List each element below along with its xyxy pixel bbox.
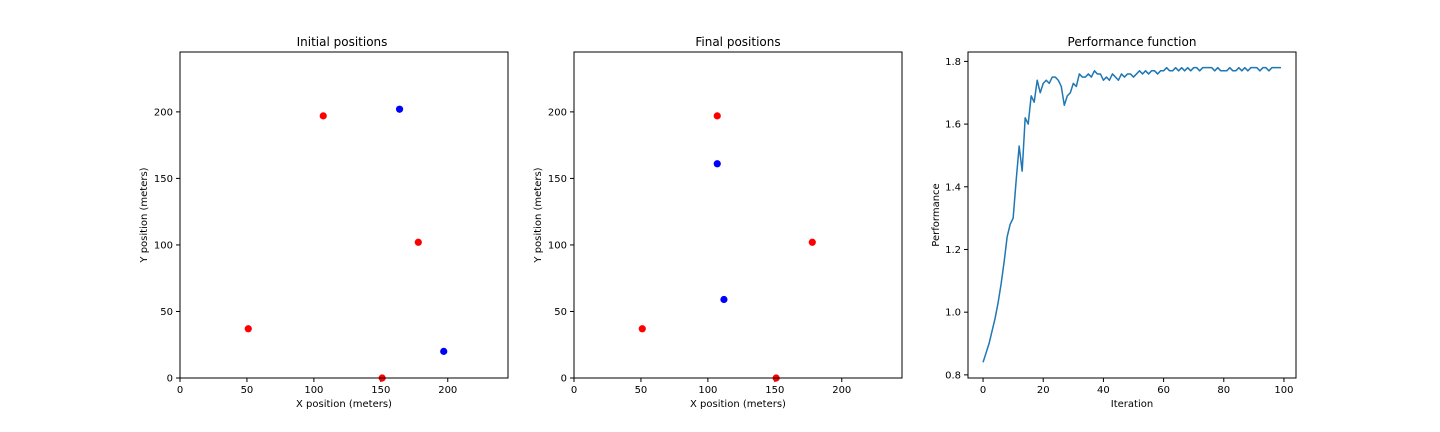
panel-3-y-tick-label: 0.8 (945, 370, 961, 381)
panel-2-point-series-1 (808, 238, 816, 246)
panel-2-x-tick-label: 200 (832, 385, 851, 396)
panel-1-point-series-1 (319, 112, 327, 120)
panel-3-title: Performance function (1068, 35, 1197, 49)
panel-2-axes-frame (573, 51, 903, 379)
panel-1-y-tick-label: 0 (167, 374, 173, 385)
panel-1-point-series-2 (395, 105, 404, 113)
panel-2-point-series-2 (720, 295, 728, 304)
panel-3-x-tick-label: 0 (980, 385, 986, 396)
panel-initial-positions: Initial positions 0 50 100 150 200 0 50 100 150 2… (139, 35, 509, 410)
panel-2-x-tick-label: 150 (765, 385, 784, 396)
panel-1-y-tick-label: 150 (154, 174, 173, 185)
panel-2-y-tick-label: 200 (548, 107, 567, 118)
panel-3-x-tick-label: 20 (1037, 385, 1050, 396)
panel-1-plot-area: 0 50 100 150 200 0 50 100 150 200 (154, 105, 457, 396)
panel-1-y-tick-label: 50 (160, 307, 173, 318)
panel-performance-function: Performance function 0 20 40 60 80 100 0.8 1.0 1… (931, 35, 1297, 410)
panel-3-y-tick-label: 1.6 (945, 120, 961, 131)
panel-3-x-axis-label: Iteration (1111, 399, 1153, 410)
panel-2-x-tick-label: 50 (635, 385, 648, 396)
panel-1-x-tick-label: 50 (241, 385, 254, 396)
panel-1-y-tick-label: 100 (154, 240, 173, 251)
panel-2-y-tick-label: 100 (548, 240, 567, 251)
panel-2-title: Final positions (695, 35, 780, 49)
panel-1-x-tick-label: 0 (177, 385, 183, 396)
panel-2-plot-area: 0 50 100 150 200 0 50 100 150 200 (548, 107, 851, 396)
panel-1-point-series-2 (440, 347, 448, 355)
panel-1-x-tick-label: 100 (304, 385, 323, 396)
panel-3-y-tick-label: 1.4 (945, 182, 961, 193)
panel-3-axes-frame (967, 51, 1297, 379)
panel-3-y-tick-label: 1.0 (945, 308, 961, 319)
panel-1-x-axis-label: X position (meters) (296, 399, 392, 410)
panel-3-x-tick-label: 40 (1097, 385, 1110, 396)
panel-2-x-axis-label: X position (meters) (690, 399, 786, 410)
panel-final-positions: Final positions 0 50 100 150 200 0 50 100 150 200… (533, 35, 903, 410)
panel-3-y-tick-label: 1.8 (945, 57, 961, 68)
panel-3-y-tick-label: 1.2 (945, 245, 961, 256)
panel-3-x-tick-label: 100 (1274, 385, 1293, 396)
panel-2-y-tick-label: 150 (548, 174, 567, 185)
panel-1-title: Initial positions (297, 35, 388, 49)
panel-1-y-axis-label: Y position (meters) (139, 167, 150, 263)
panel-2-point-series-1 (638, 325, 646, 333)
panel-3-x-tick-label: 60 (1157, 385, 1170, 396)
panel-1-x-tick-label: 200 (438, 385, 457, 396)
panel-1-y-tick-label: 200 (154, 107, 173, 118)
panel-1-point-series-1 (244, 325, 252, 333)
panel-3-y-axis-label: Performance (931, 183, 942, 246)
panel-2-point-series-1 (713, 112, 721, 120)
panel-2-y-tick-label: 0 (561, 374, 567, 385)
panel-2-point-series-2 (713, 160, 721, 168)
panel-1-x-tick-label: 150 (371, 385, 390, 396)
panel-2-y-tick-label: 50 (554, 307, 567, 318)
panel-2-x-tick-label: 100 (698, 385, 717, 396)
panel-2-y-axis-label: Y position (meters) (533, 167, 544, 263)
panel-1-point-series-1 (414, 238, 422, 246)
panel-3-x-tick-label: 80 (1217, 385, 1230, 396)
panel-3-line-series-1 (982, 66, 1281, 363)
panel-3-plot-area: 0 20 40 60 80 100 0.8 1.0 1.2 1.4 1.6 1.8 (945, 57, 1293, 396)
panel-2-x-tick-label: 0 (571, 385, 577, 396)
panel-1-axes-frame (179, 51, 509, 379)
